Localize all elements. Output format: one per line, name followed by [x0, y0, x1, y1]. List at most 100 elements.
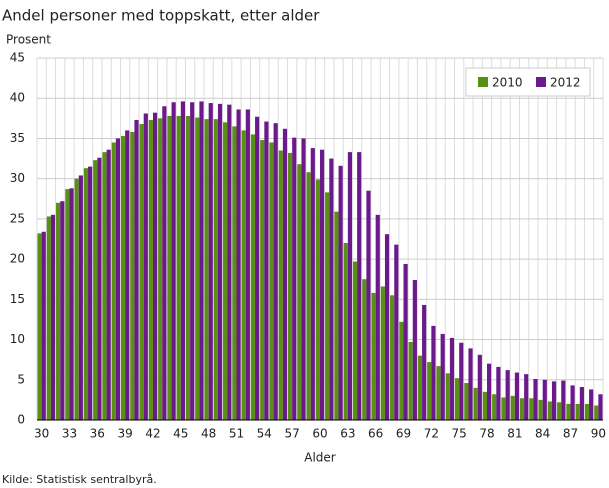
- x-tick-label: 57: [285, 427, 300, 441]
- bar: [204, 119, 209, 420]
- bar: [162, 106, 167, 421]
- x-tick-label: 30: [34, 427, 49, 441]
- x-tick-label: 69: [396, 427, 411, 441]
- bar: [97, 157, 102, 421]
- bar: [93, 160, 98, 421]
- bar: [570, 385, 575, 420]
- x-tick-label: 48: [201, 427, 216, 441]
- bar: [148, 119, 153, 420]
- bar: [50, 214, 56, 420]
- bar: [134, 119, 139, 420]
- x-tick-label: 75: [452, 427, 467, 441]
- bar: [473, 387, 478, 420]
- bar: [143, 113, 148, 421]
- bar: [343, 243, 348, 420]
- x-tick-label: 84: [535, 427, 550, 441]
- bar: [171, 102, 176, 420]
- bar: [199, 101, 204, 420]
- y-axis-label: Prosent: [6, 33, 51, 47]
- x-tick-label: 78: [479, 427, 494, 441]
- y-tick-label: 15: [10, 292, 25, 306]
- bar: [69, 188, 74, 420]
- bar: [264, 121, 269, 420]
- bar: [78, 175, 83, 420]
- bar: [65, 189, 70, 420]
- bar: [431, 325, 436, 420]
- y-tick-label: 10: [10, 332, 25, 346]
- x-tick-label: 33: [62, 427, 77, 441]
- bar: [208, 103, 213, 420]
- bar: [538, 399, 543, 420]
- bar: [60, 201, 65, 420]
- y-tick-label: 20: [10, 252, 25, 266]
- y-tick-label: 40: [10, 91, 25, 105]
- bar: [102, 152, 107, 420]
- bar: [329, 158, 334, 421]
- bar: [468, 348, 473, 420]
- bar: [273, 123, 278, 420]
- bar: [306, 172, 311, 420]
- bar: [236, 109, 241, 421]
- bar: [325, 192, 330, 420]
- x-tick-label: 63: [340, 427, 355, 441]
- bar: [320, 149, 325, 420]
- bar: [487, 363, 492, 420]
- bar: [106, 149, 111, 420]
- legend-swatch: [536, 77, 546, 87]
- bar: [223, 122, 228, 420]
- bar: [115, 138, 121, 420]
- bar: [384, 234, 390, 420]
- bar: [542, 379, 547, 420]
- bar: [88, 166, 93, 420]
- bar: [427, 362, 432, 420]
- bar: [464, 382, 469, 420]
- legend-label: 2012: [550, 76, 581, 90]
- y-tick-label: 25: [10, 211, 25, 225]
- bar: [408, 341, 413, 420]
- x-tick-label: 72: [424, 427, 439, 441]
- bar: [357, 152, 362, 420]
- bar: [455, 378, 460, 420]
- bar: [292, 137, 297, 420]
- x-tick-label: 81: [507, 427, 522, 441]
- bar: [278, 150, 283, 420]
- bar: [255, 116, 260, 421]
- bar: [158, 118, 163, 420]
- bar: [37, 233, 42, 420]
- bar: [352, 261, 358, 420]
- x-axis-label: Alder: [304, 451, 336, 465]
- bar: [375, 214, 380, 420]
- bar: [501, 397, 506, 420]
- bar: [315, 179, 320, 420]
- bar: [575, 403, 580, 420]
- bar: [579, 387, 584, 420]
- bar: [176, 115, 181, 421]
- bar: [371, 292, 376, 420]
- bar: [217, 103, 223, 420]
- bar: [547, 401, 552, 420]
- bar: [310, 148, 315, 420]
- y-tick-label: 30: [10, 171, 25, 185]
- bar: [557, 402, 562, 420]
- x-tick-label: 66: [368, 427, 383, 441]
- x-tick-label: 87: [563, 427, 578, 441]
- source: Kilde: Statistisk sentralbyrå.: [2, 473, 157, 486]
- bar: [347, 152, 353, 420]
- x-tick-label: 45: [173, 427, 188, 441]
- bar: [589, 389, 594, 420]
- bar: [250, 134, 256, 420]
- bar: [477, 354, 482, 420]
- bar: [152, 112, 158, 421]
- bar: [125, 130, 130, 420]
- bar: [533, 378, 538, 420]
- bar: [167, 115, 172, 421]
- bar: [440, 333, 445, 420]
- bar: [594, 405, 599, 420]
- x-tick-label: 60: [312, 427, 327, 441]
- x-tick-label: 90: [591, 427, 606, 441]
- bar: [56, 202, 61, 420]
- bar: [260, 140, 265, 420]
- bar: [41, 231, 46, 420]
- y-tick-label: 0: [17, 413, 25, 427]
